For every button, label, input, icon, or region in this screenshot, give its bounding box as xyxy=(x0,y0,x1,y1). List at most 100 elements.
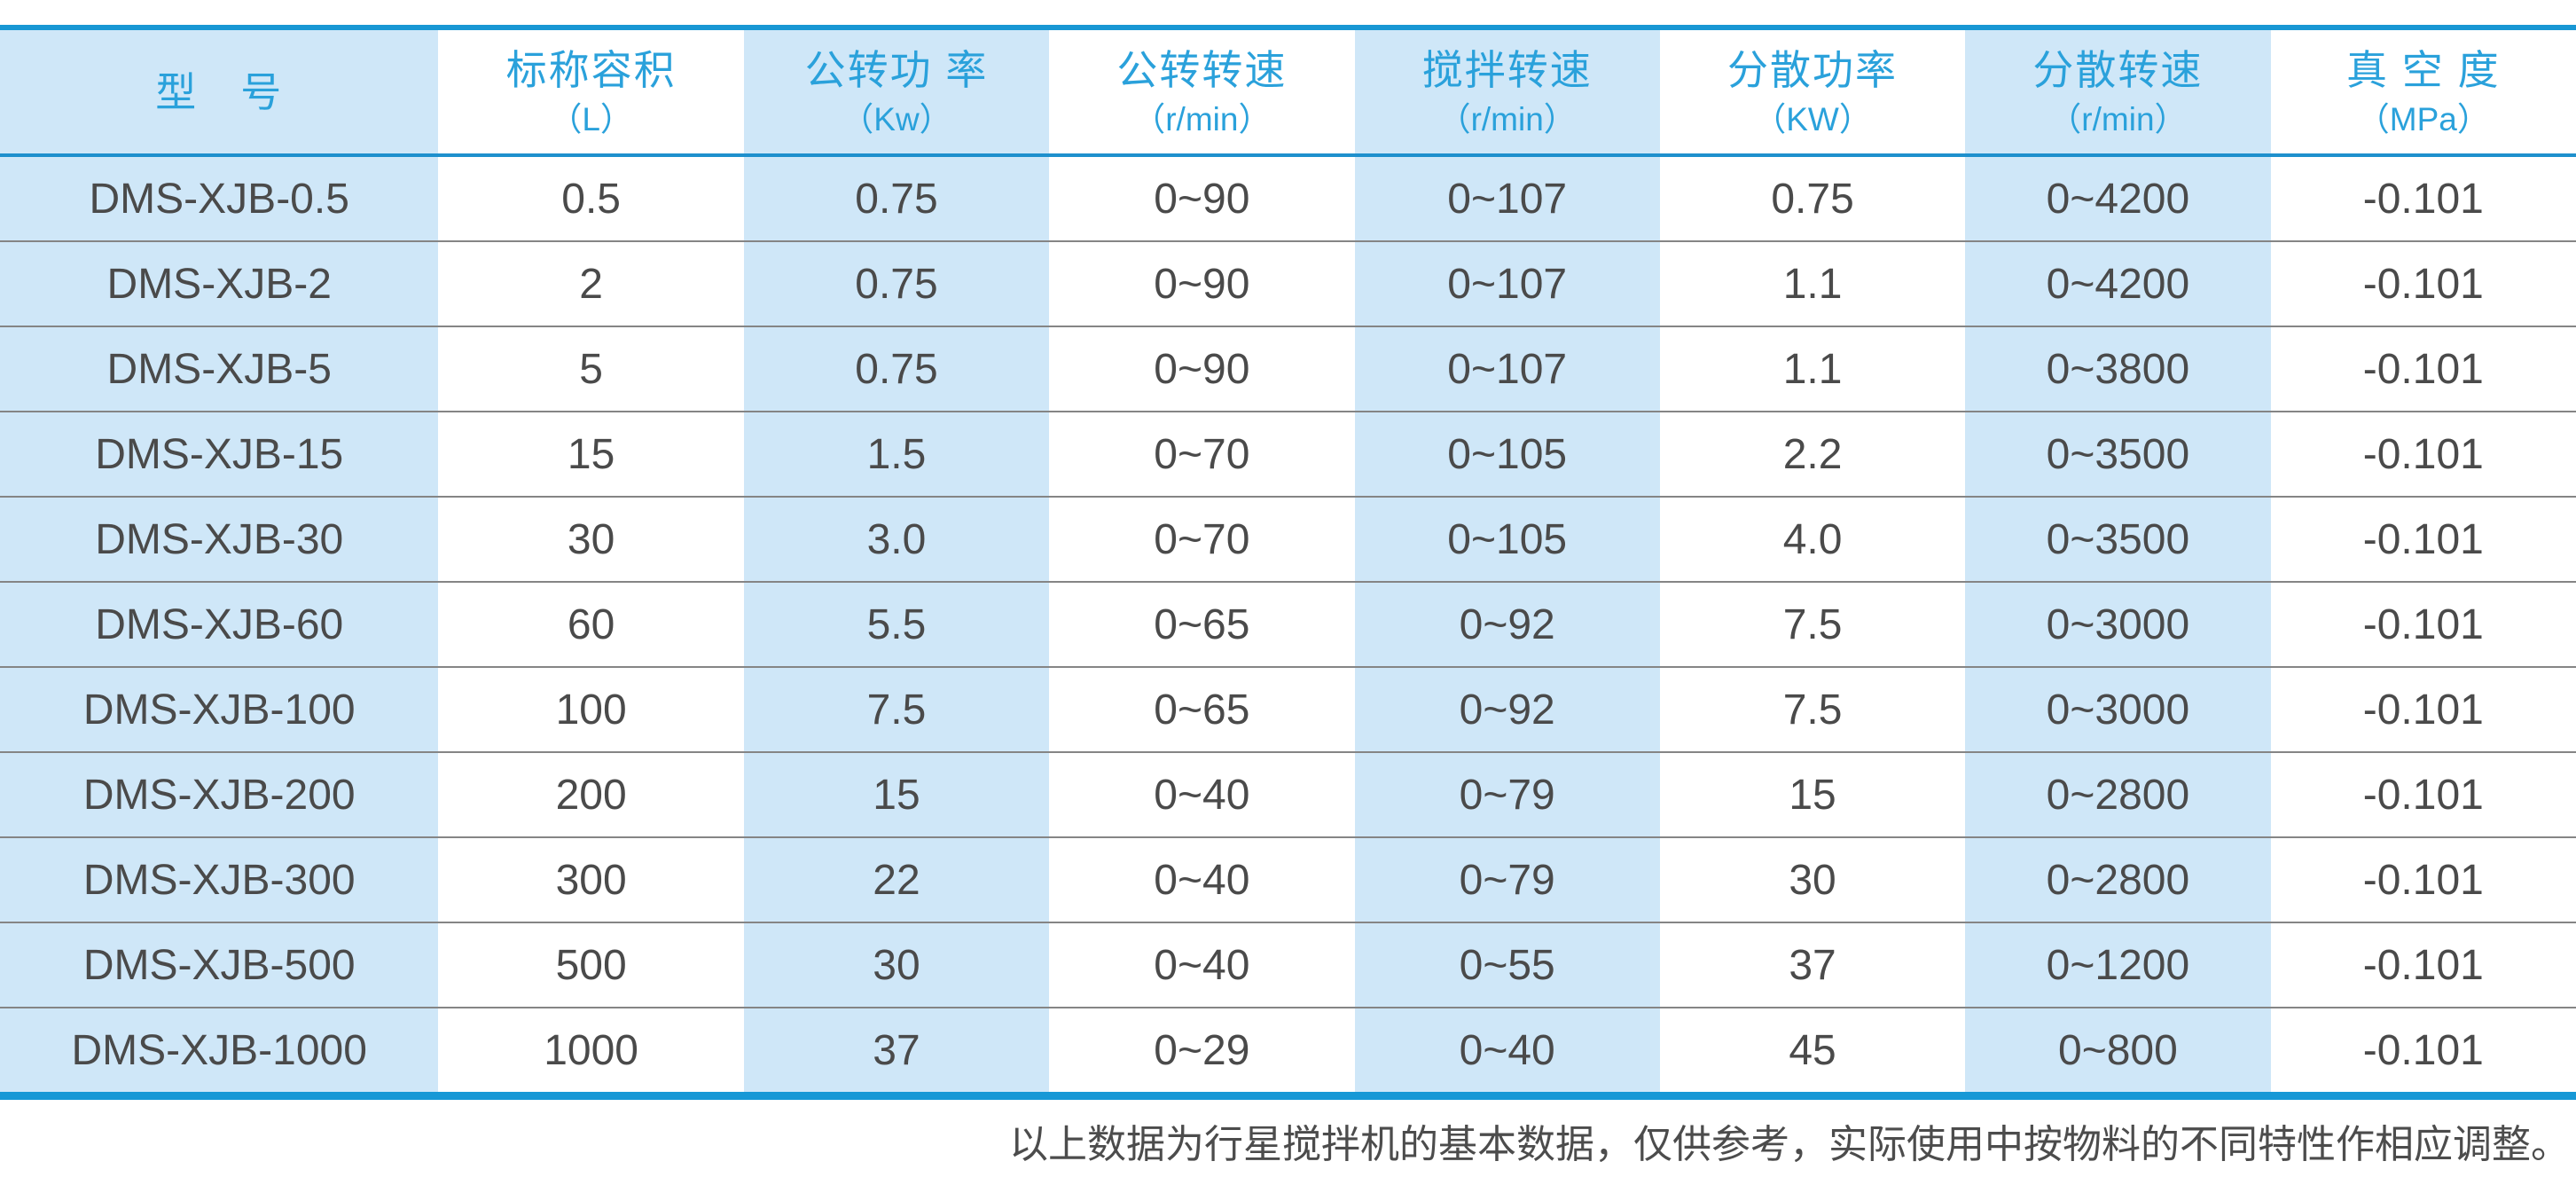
value-cell: 0~79 xyxy=(1354,836,1660,922)
header-cell-model: 型 号 xyxy=(0,27,439,157)
value-cell: 0~107 xyxy=(1354,155,1660,241)
value-cell: 0~4200 xyxy=(1965,155,2271,241)
header-cell-disperse-power: 分散功率 （KW） xyxy=(1659,27,1966,157)
value-cell: 30 xyxy=(1659,836,1966,922)
value-cell: 37 xyxy=(1659,922,1966,1008)
value-cell: 500 xyxy=(438,922,744,1008)
model-cell: DMS-XJB-30 xyxy=(0,496,439,582)
spec-table: 型 号 标称容积 （L） 公转功 率 （Kw） 公转转速 （r/min） 搅拌转… xyxy=(0,25,2576,1100)
value-cell: 0~107 xyxy=(1354,240,1660,326)
value-cell: 3.0 xyxy=(743,496,1050,582)
value-cell: 0.75 xyxy=(743,326,1050,412)
page: { "table": { "columns": [ { "title": "型 … xyxy=(0,25,2576,1177)
header-row: 型 号 标称容积 （L） 公转功 率 （Kw） 公转转速 （r/min） 搅拌转… xyxy=(0,27,2576,157)
value-cell: -0.101 xyxy=(2270,836,2576,922)
table-body: DMS-XJB-0.5 0.5 0.75 0~90 0~107 0.75 0~4200 -0.… xyxy=(0,155,2576,1096)
model-cell: DMS-XJB-300 xyxy=(0,836,439,922)
table-row: DMS-XJB-500 500 30 0~40 0~55 37 0~1200 -0.101 xyxy=(0,922,2576,1008)
value-cell: 30 xyxy=(438,496,744,582)
model-cell: DMS-XJB-100 xyxy=(0,666,439,752)
value-cell: 100 xyxy=(438,666,744,752)
value-cell: 22 xyxy=(743,836,1050,922)
header-title: 搅拌转速 xyxy=(1421,46,1593,93)
value-cell: 5.5 xyxy=(743,581,1050,667)
header-title: 分散转速 xyxy=(2032,46,2204,93)
value-cell: -0.101 xyxy=(2270,411,2576,497)
value-cell: 0.75 xyxy=(743,155,1050,241)
value-cell: 1.1 xyxy=(1659,326,1966,412)
value-cell: 37 xyxy=(743,1007,1050,1096)
model-cell: DMS-XJB-500 xyxy=(0,922,439,1008)
spec-sheet: 型 号 标称容积 （L） 公转功 率 （Kw） 公转转速 （r/min） 搅拌转… xyxy=(0,25,2576,1177)
value-cell: -0.101 xyxy=(2270,751,2576,837)
value-cell: 5 xyxy=(438,326,744,412)
value-cell: -0.101 xyxy=(2270,1007,2576,1096)
value-cell: 0~65 xyxy=(1049,666,1355,752)
table-row: DMS-XJB-100 100 7.5 0~65 0~92 7.5 0~3000 -0.101 xyxy=(0,666,2576,752)
table-row: DMS-XJB-5 5 0.75 0~90 0~107 1.1 0~3800 -0.101 xyxy=(0,326,2576,412)
value-cell: 7.5 xyxy=(1659,581,1966,667)
table-row: DMS-XJB-30 30 3.0 0~70 0~105 4.0 0~3500 -0.101 xyxy=(0,496,2576,582)
value-cell: 0~2800 xyxy=(1965,836,2271,922)
value-cell: 0~107 xyxy=(1354,326,1660,412)
value-cell: 1000 xyxy=(438,1007,744,1096)
value-cell: 30 xyxy=(743,922,1050,1008)
value-cell: 0.5 xyxy=(438,155,744,241)
value-cell: 0~1200 xyxy=(1965,922,2271,1008)
header-title: 公转功 率 xyxy=(804,46,989,93)
value-cell: -0.101 xyxy=(2270,496,2576,582)
header-cell-capacity: 标称容积 （L） xyxy=(438,27,744,157)
value-cell: 0~55 xyxy=(1354,922,1660,1008)
value-cell: 0~4200 xyxy=(1965,240,2271,326)
value-cell: 0~40 xyxy=(1049,751,1355,837)
header-title: 标称容积 xyxy=(505,46,677,93)
value-cell: 0.75 xyxy=(1659,155,1966,241)
header-title: 真 空 度 xyxy=(2346,46,2501,93)
value-cell: 0~70 xyxy=(1049,411,1355,497)
value-cell: -0.101 xyxy=(2270,666,2576,752)
value-cell: 0~90 xyxy=(1049,240,1355,326)
table-row: DMS-XJB-200 200 15 0~40 0~79 15 0~2800 -0.101 xyxy=(0,751,2576,837)
value-cell: 1.1 xyxy=(1659,240,1966,326)
value-cell: 0~105 xyxy=(1354,411,1660,497)
value-cell: 2.2 xyxy=(1659,411,1966,497)
table-row: DMS-XJB-15 15 1.5 0~70 0~105 2.2 0~3500 -0.101 xyxy=(0,411,2576,497)
value-cell: 0~90 xyxy=(1049,155,1355,241)
header-unit: （KW） xyxy=(1753,100,1872,137)
table-row: DMS-XJB-2 2 0.75 0~90 0~107 1.1 0~4200 -0.101 xyxy=(0,240,2576,326)
value-cell: 7.5 xyxy=(1659,666,1966,752)
value-cell: 0~40 xyxy=(1049,836,1355,922)
model-cell: DMS-XJB-0.5 xyxy=(0,155,439,241)
model-cell: DMS-XJB-2 xyxy=(0,240,439,326)
value-cell: 7.5 xyxy=(743,666,1050,752)
header-cell-revolution-speed: 公转转速 （r/min） xyxy=(1049,27,1355,157)
value-cell: 300 xyxy=(438,836,744,922)
header-title: 分散功率 xyxy=(1727,46,1899,93)
table-header: 型 号 标称容积 （L） 公转功 率 （Kw） 公转转速 （r/min） 搅拌转… xyxy=(0,27,2576,157)
value-cell: -0.101 xyxy=(2270,581,2576,667)
table-row: DMS-XJB-60 60 5.5 0~65 0~92 7.5 0~3000 -0.101 xyxy=(0,581,2576,667)
footnote: 以上数据为行星搅拌机的基本数据，仅供参考，实际使用中按物料的不同特性作相应调整。 xyxy=(1009,1123,2570,1166)
value-cell: 1.5 xyxy=(743,411,1050,497)
header-unit: （L） xyxy=(549,100,633,137)
value-cell: 0~40 xyxy=(1049,922,1355,1008)
model-cell: DMS-XJB-15 xyxy=(0,411,439,497)
value-cell: 0~79 xyxy=(1354,751,1660,837)
table-row: DMS-XJB-1000 1000 37 0~29 0~40 45 0~800 -0.101 xyxy=(0,1007,2576,1096)
header-title: 公转转速 xyxy=(1116,46,1288,93)
value-cell: 0~3000 xyxy=(1965,581,2271,667)
value-cell: 4.0 xyxy=(1659,496,1966,582)
value-cell: 0.75 xyxy=(743,240,1050,326)
value-cell: 0~800 xyxy=(1965,1007,2271,1096)
header-cell-vacuum: 真 空 度 （MPa） xyxy=(2270,27,2576,157)
value-cell: -0.101 xyxy=(2270,240,2576,326)
value-cell: -0.101 xyxy=(2270,326,2576,412)
header-unit: （r/min） xyxy=(1132,100,1272,137)
value-cell: 0~3800 xyxy=(1965,326,2271,412)
header-cell-stir-speed: 搅拌转速 （r/min） xyxy=(1354,27,1660,157)
table-row: DMS-XJB-300 300 22 0~40 0~79 30 0~2800 -0.101 xyxy=(0,836,2576,922)
value-cell: 0~3500 xyxy=(1965,411,2271,497)
value-cell: 2 xyxy=(438,240,744,326)
header-cell-disperse-speed: 分散转速 （r/min） xyxy=(1965,27,2271,157)
value-cell: 0~29 xyxy=(1049,1007,1355,1096)
